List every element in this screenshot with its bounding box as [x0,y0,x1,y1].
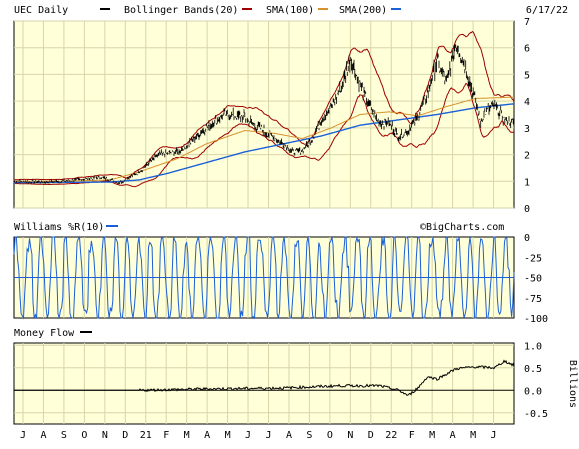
month-tick-label: O [81,430,87,441]
month-tick-label: N [102,430,108,441]
month-tick-label: S [306,430,312,441]
money-flow-tick-label: 0.0 [524,386,542,397]
money-flow-tick-label: 0.5 [524,364,542,375]
money-flow-panel [13,342,515,425]
ticker-label: UEC Daily [14,5,68,16]
watermark-text: ©BigCharts.com [420,222,504,233]
williams-line [13,235,515,320]
money-flow-tick-label: -0.5 [524,409,548,420]
legend-item-label: SMA(200) [339,5,387,16]
williams-tick-label: -100 [524,314,548,325]
month-tick-label: D [368,430,374,441]
price-tick-label: 3 [524,124,530,135]
month-tick-label: M [225,430,231,441]
month-tick-label: J [20,430,26,441]
price-tick-label: 4 [524,97,530,108]
money-flow-line [14,359,515,397]
price-tick-label: 6 [524,44,530,55]
legend-item-label: Bollinger Bands(20) [124,5,238,16]
month-tick-label: S [61,430,67,441]
price-panel [13,20,515,209]
williams-title: Williams %R(10) [14,222,104,233]
month-tick-label: J [265,430,271,441]
month-tick-label: M [470,430,476,441]
money-flow-tick-label: 1.0 [524,341,542,352]
williams-tick-label: -75 [524,294,542,305]
price-tick-label: 7 [524,17,530,28]
price-tick-label: 0 [524,204,530,215]
month-tick-label: M [184,430,190,441]
price-bars [13,44,515,184]
month-tick-label: A [286,430,292,441]
sma200-line [14,103,515,184]
money-flow-title: Money Flow [14,328,75,339]
month-tick-label: 21 [140,430,152,441]
williams-tick-label: -25 [524,253,542,264]
williams-tick-label: -50 [524,274,542,285]
williams-tick-label: 0 [524,233,530,244]
month-tick-label: A [450,430,456,441]
month-tick-label: F [163,430,169,441]
month-tick-label: N [347,430,353,441]
price-tick-label: 1 [524,177,530,188]
month-tick-label: J [491,430,497,441]
month-tick-label: A [40,430,46,441]
month-tick-label: J [245,430,251,441]
sma100-line [14,96,515,182]
date-label: 6/17/22 [526,5,568,16]
month-tick-label: O [327,430,333,441]
month-tick-label: F [409,430,415,441]
bollinger-upper-line [13,30,515,181]
month-tick-label: D [122,430,128,441]
price-tick-label: 5 [524,70,530,81]
month-tick-label: M [429,430,435,441]
money-flow-axis-label: Billions [567,360,578,408]
price-tick-label: 2 [524,151,530,162]
month-tick-label: 22 [385,430,397,441]
month-tick-label: A [204,430,210,441]
legend-item-label: SMA(100) [266,5,314,16]
